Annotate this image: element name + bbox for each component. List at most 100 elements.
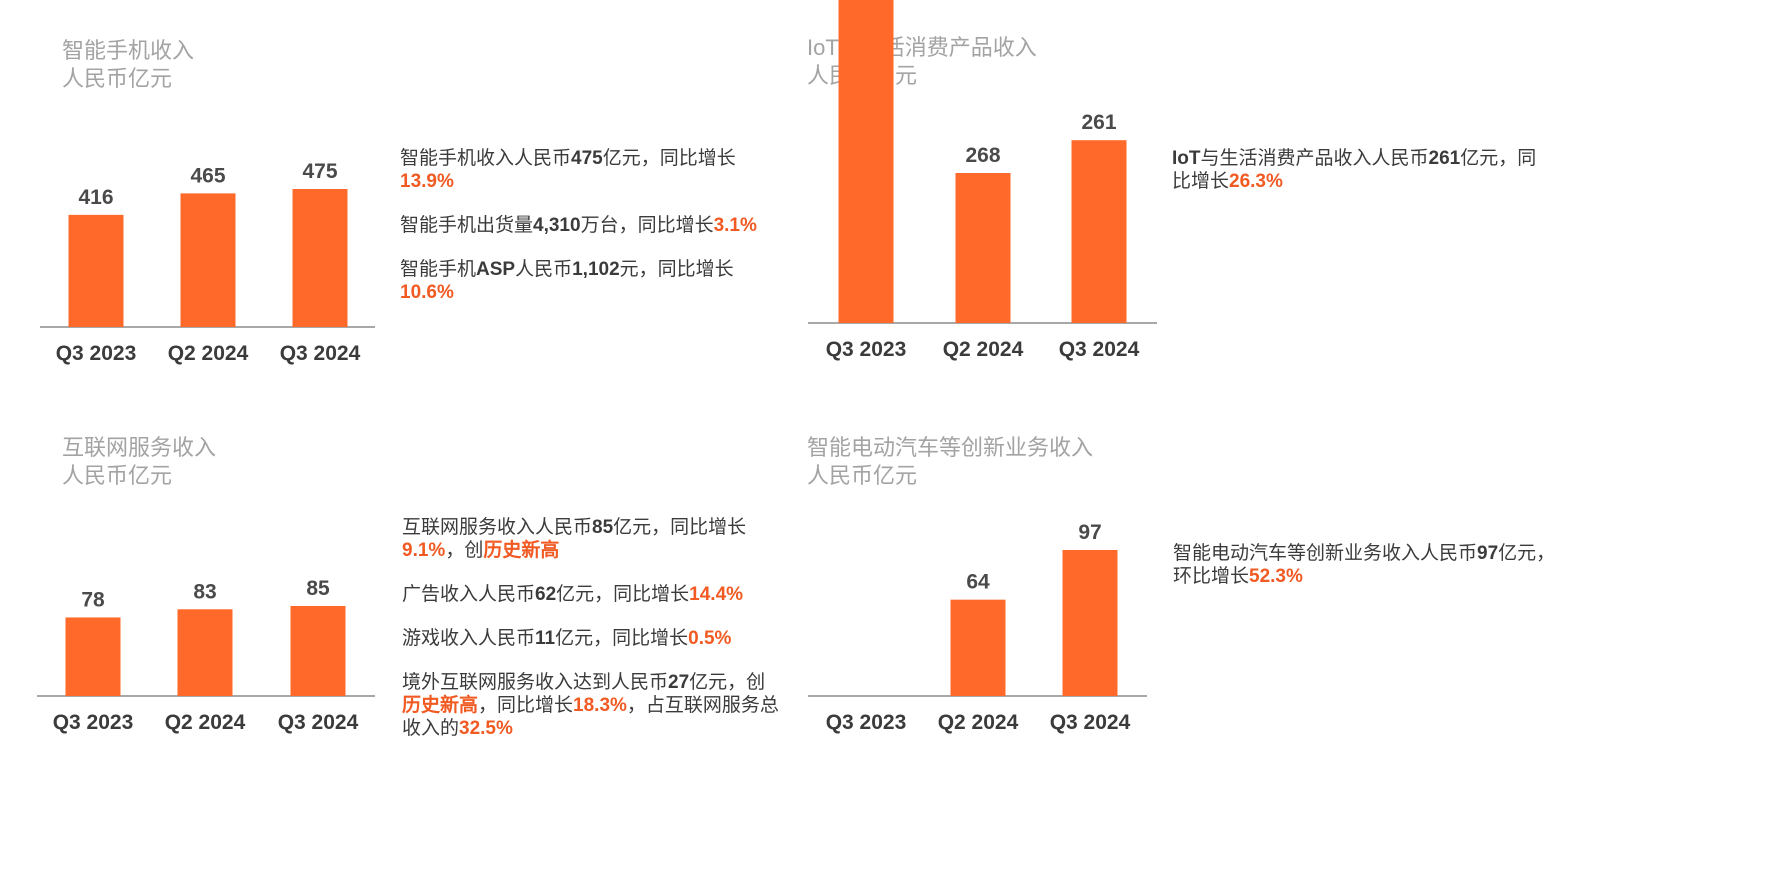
bar bbox=[290, 606, 346, 696]
description-text: 亿元，同比增长 bbox=[613, 517, 747, 538]
x-tick-label: Q2 2024 bbox=[165, 711, 246, 734]
bar bbox=[955, 173, 1011, 323]
description-text: ，同比增长 bbox=[478, 695, 574, 716]
bar-chart-ev: Q3 2023 64 Q2 2024 97 Q3 2024 bbox=[808, 521, 1147, 734]
highlight-text: 32.5% bbox=[459, 718, 513, 739]
data-label: 83 bbox=[193, 580, 216, 603]
description-text: 85 bbox=[592, 517, 614, 538]
highlight-text: 3.1% bbox=[713, 215, 757, 236]
bar bbox=[180, 193, 236, 327]
chart-title: 智能电动汽车等创新业务收入 bbox=[807, 435, 1094, 460]
description-paragraph: 智能电动汽车等创新业务收入人民币97亿元，环比增长52.3% bbox=[1173, 542, 1573, 588]
data-label: 465 bbox=[190, 164, 225, 187]
description-text: ASP bbox=[476, 259, 516, 280]
chart-title: 互联网服务收入 bbox=[62, 435, 217, 460]
description-smartphone: 智能手机收入人民币475亿元，同比增长 13.9% 智能手机出货量4,310万台，同… bbox=[400, 147, 765, 325]
x-tick-label: Q3 2024 bbox=[278, 711, 359, 734]
highlight-text: 14.4% bbox=[689, 584, 744, 605]
chart-title: 智能手机收入 bbox=[62, 38, 195, 63]
unit-label: 人民币亿元 bbox=[807, 463, 918, 488]
highlight-text: 52.3% bbox=[1249, 566, 1303, 587]
description-text: ，创 bbox=[445, 540, 484, 561]
description-ev: 智能电动汽车等创新业务收入人民币97亿元，环比增长52.3% bbox=[1173, 542, 1573, 609]
description-text: 智能手机 bbox=[400, 259, 477, 280]
data-label: 78 bbox=[81, 588, 105, 611]
x-tick-label: Q3 2023 bbox=[826, 338, 907, 361]
description-paragraph: 智能手机ASP人民币1,102元，同比增长 10.6% bbox=[400, 258, 765, 304]
bar bbox=[1071, 140, 1127, 323]
description-text: 亿元，同比增长 bbox=[602, 148, 736, 169]
data-label: 261 bbox=[1081, 111, 1116, 134]
bar-chart-internet: 78 Q3 2023 83 Q2 2024 85 Q3 2024 bbox=[37, 577, 375, 734]
description-text: 亿元，同比增长 bbox=[556, 584, 690, 605]
description-paragraph: 广告收入人民币62亿元，同比增长14.4% bbox=[402, 583, 780, 606]
description-text: 97 bbox=[1477, 543, 1499, 564]
description-text: IoT bbox=[1172, 148, 1201, 169]
description-text: 互联网服务收入人民币 bbox=[402, 517, 593, 538]
description-iot: IoT与生活消费产品收入人民币261亿元，同比增长26.3% bbox=[1172, 147, 1537, 214]
description-text: 智能电动汽车等创新业务收入人民币 bbox=[1173, 543, 1478, 564]
data-label: 85 bbox=[306, 577, 330, 600]
x-tick-label: Q3 2023 bbox=[826, 711, 907, 734]
description-text: 与生活消费产品收入人民币 bbox=[1200, 148, 1429, 169]
description-text: 4,310 bbox=[533, 215, 581, 236]
description-paragraph: 互联网服务收入人民币85亿元，同比增长 9.1%，创历史新高 bbox=[402, 516, 780, 562]
highlight-text: 26.3% bbox=[1229, 171, 1283, 192]
description-paragraph: 游戏收入人民币11亿元，同比增长0.5% bbox=[402, 627, 780, 650]
description-text: 万台，同比增长 bbox=[580, 215, 714, 236]
bar bbox=[177, 609, 233, 696]
unit-label: 人民币亿元 bbox=[62, 66, 173, 91]
description-text: 智能手机出货量 bbox=[400, 215, 534, 236]
bar bbox=[838, 0, 894, 323]
bar bbox=[65, 617, 121, 696]
description-text: 475 bbox=[571, 148, 603, 169]
bar bbox=[292, 189, 348, 327]
description-text: 人民币 bbox=[515, 259, 573, 280]
description-text: 亿元，环比增长 bbox=[1173, 543, 1556, 587]
panel-title: 智能手机收入 人民币亿元 bbox=[62, 37, 194, 93]
panel-title: 互联网服务收入 人民币亿元 bbox=[62, 434, 216, 490]
description-text: 亿元，同比增长 bbox=[555, 628, 689, 649]
description-text: 智能手机收入人民币 bbox=[400, 148, 572, 169]
highlight-text: 13.9% bbox=[400, 171, 454, 192]
highlight-text: 10.6% bbox=[400, 282, 454, 303]
description-text: 元，同比增长 bbox=[619, 259, 734, 280]
bar bbox=[950, 599, 1006, 696]
x-tick-label: Q3 2024 bbox=[1059, 338, 1140, 361]
description-internet: 互联网服务收入人民币85亿元，同比增长9.1%，创历史新高 广告收入人民币62亿元… bbox=[402, 516, 780, 761]
bar-chart-smartphone: 416 Q3 2023 465 Q2 2024 475 Q3 2024 bbox=[40, 160, 375, 365]
highlight-text: 9.1% bbox=[402, 540, 446, 561]
data-label: 416 bbox=[78, 186, 113, 209]
unit-label: 人民币亿元 bbox=[62, 463, 173, 488]
data-label: 268 bbox=[965, 144, 1000, 167]
x-tick-label: Q3 2023 bbox=[53, 711, 134, 734]
description-text: ，占互联网服务总收入的 bbox=[402, 695, 779, 739]
x-tick-label: Q2 2024 bbox=[168, 342, 249, 365]
description-paragraph: 智能手机出货量4,310万台，同比增长3.1% bbox=[400, 214, 765, 237]
highlight-text: 历史新高 bbox=[483, 540, 560, 561]
highlight-text: 18.3% bbox=[573, 695, 627, 716]
description-text: 广告收入人民币 bbox=[402, 584, 536, 605]
description-text: 境外互联网服务收入达到人民币 bbox=[402, 672, 669, 693]
data-label: 475 bbox=[302, 160, 337, 183]
data-label: 97 bbox=[1078, 521, 1101, 544]
description-text: 游戏收入人民币 bbox=[402, 628, 536, 649]
description-text: 27 bbox=[668, 672, 690, 693]
description-text: 亿元，创 bbox=[689, 672, 766, 693]
description-text: 11 bbox=[535, 628, 556, 649]
x-tick-label: Q3 2024 bbox=[1050, 711, 1131, 734]
description-text: 亿元，同比增长 bbox=[1172, 148, 1537, 192]
description-paragraph: 智能手机收入人民币475亿元，同比增长 13.9% bbox=[400, 147, 765, 193]
x-tick-label: Q2 2024 bbox=[938, 711, 1019, 734]
description-text: 1,102 bbox=[572, 259, 620, 280]
description-paragraph: IoT与生活消费产品收入人民币261亿元，同比增长26.3% bbox=[1172, 147, 1537, 193]
description-text: 62 bbox=[535, 584, 557, 605]
x-tick-label: Q3 2023 bbox=[56, 342, 137, 365]
x-tick-label: Q2 2024 bbox=[943, 338, 1024, 361]
x-tick-label: Q3 2024 bbox=[280, 342, 361, 365]
highlight-text: 历史新高 bbox=[402, 695, 479, 716]
description-text: 261 bbox=[1428, 148, 1461, 169]
bar bbox=[68, 214, 124, 327]
panel-title: 智能电动汽车等创新业务收入 人民币亿元 bbox=[807, 434, 1093, 490]
